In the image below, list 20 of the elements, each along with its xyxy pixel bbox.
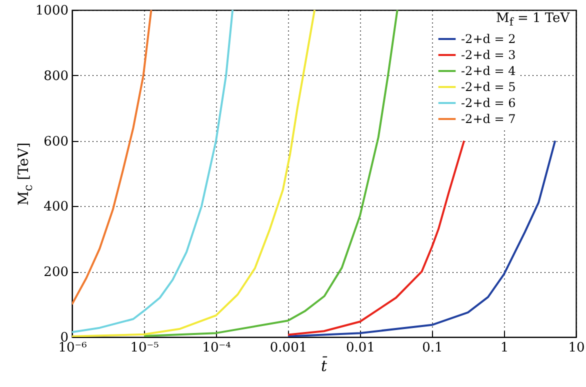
y-tick-label: 400 (44, 200, 68, 215)
y-tick-label: 600 (44, 134, 68, 150)
x-tick-label: 0.01 (346, 340, 375, 356)
legend-title: M$_{f}$ = 1 TeV (494, 11, 572, 29)
y-tick-label: 200 (44, 265, 68, 280)
legend-label: -2+d = 3 (461, 48, 516, 62)
x-tick-label: 0.001 (270, 340, 308, 356)
legend-label: -2+d = 2 (461, 32, 516, 46)
x-tick-label: 1 (500, 340, 509, 356)
x-axis-title: t̄ (320, 357, 328, 375)
y-tick-label: 1000 (35, 4, 68, 18)
y-tick-label: 800 (44, 68, 68, 84)
x-tick-label: 10⁻⁵ (130, 340, 159, 356)
x-tick-label: 10⁻⁴ (202, 340, 231, 356)
x-tick-label: 10 (568, 340, 585, 356)
x-tick-label: 0.1 (422, 340, 443, 356)
legend-label: -2+d = 6 (461, 96, 516, 110)
legend-label: -2+d = 5 (461, 80, 516, 94)
legend-label: -2+d = 4 (461, 64, 516, 78)
legend-label: -2+d = 7 (461, 112, 516, 126)
